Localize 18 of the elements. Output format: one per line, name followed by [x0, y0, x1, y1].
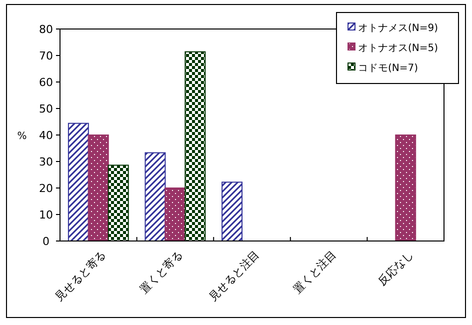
x-tick-label: 見せると注目 — [206, 248, 262, 304]
x-tick-label: 反応なし — [375, 248, 416, 288]
legend-label: コドモ(N=7) — [358, 63, 418, 74]
legend-label: オトナオス(N=5) — [358, 43, 438, 54]
x-tick-label: 置くと注目 — [290, 248, 339, 296]
y-tick-label: 50 — [39, 102, 53, 116]
y-tick-label: 20 — [39, 182, 53, 195]
legend-label: オトナメス(N=9) — [358, 23, 438, 34]
y-axis-title: % — [17, 131, 27, 142]
y-tick-label: 40 — [39, 129, 53, 142]
y-tick-label: 70 — [39, 50, 53, 62]
x-tick-label: 見せると寄る — [52, 248, 109, 304]
y-tick-label: 30 — [39, 156, 53, 168]
y-tick-label: 0 — [42, 235, 50, 248]
y-tick-label: 60 — [39, 76, 53, 89]
y-tick-label: 80 — [39, 23, 53, 36]
x-tick-label: 置くと寄る — [137, 248, 186, 296]
y-tick-label: 10 — [39, 208, 53, 222]
